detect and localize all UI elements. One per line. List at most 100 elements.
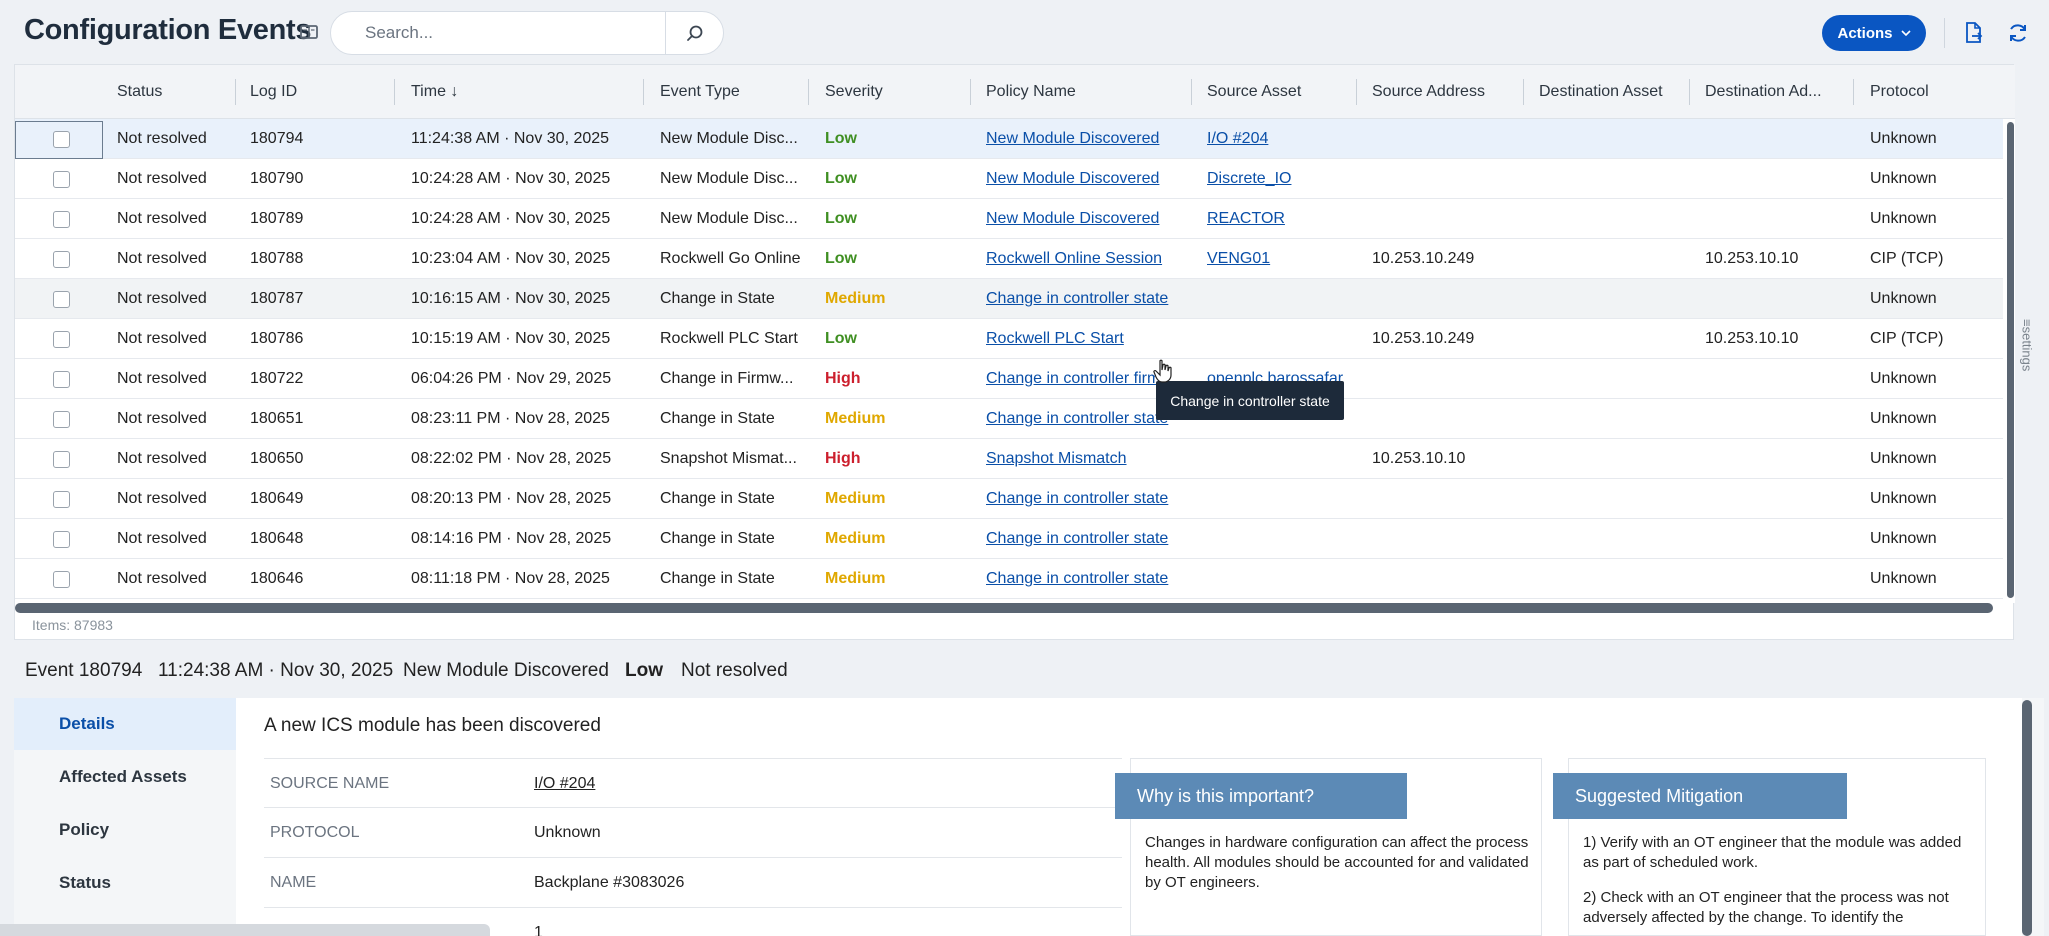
source-asset-link-wrapper — [1207, 439, 1349, 479]
status-cell-wrapper: Not resolved — [117, 239, 207, 279]
settings-tab[interactable]: ≡settings — [2019, 318, 2035, 372]
status-cell: Not resolved — [117, 210, 207, 227]
column-header-policy-name[interactable]: Policy Name — [986, 83, 1076, 100]
policy-link[interactable]: Snapshot Mismatch — [986, 450, 1127, 467]
refresh-icon[interactable] — [2005, 20, 2031, 46]
source-asset-link[interactable]: Discrete_IO — [1207, 170, 1292, 187]
severity-cell: Medium — [825, 490, 886, 507]
time-cell-wrapper: 11:24:38 AM · Nov 30, 2025 — [411, 119, 609, 159]
column-header-destination-asset[interactable]: Destination Asset — [1539, 83, 1663, 100]
table-row[interactable]: Not resolved 180788 10:23:04 AM · Nov 30, … — [15, 239, 2005, 279]
column-header-severity[interactable]: Severity — [825, 83, 883, 100]
event-type-cell: Change in State — [660, 410, 775, 427]
tab-policy[interactable]: Policy — [59, 820, 110, 839]
policy-link[interactable]: Change in controller state — [986, 410, 1169, 427]
column-divider[interactable] — [1689, 79, 1690, 105]
column-divider[interactable] — [1853, 79, 1854, 105]
table-row[interactable]: Not resolved 180651 08:23:11 PM · Nov 28, … — [15, 399, 2005, 439]
column-header-event-type[interactable]: Event Type — [660, 83, 740, 100]
column-header-log-id[interactable]: Log ID — [250, 83, 298, 100]
row-checkbox[interactable] — [53, 210, 70, 228]
column-header-status[interactable]: Status — [117, 83, 163, 100]
policy-link[interactable]: New Module Discovered — [986, 210, 1160, 227]
severity-cell: Low — [825, 330, 857, 347]
table-row[interactable]: Not resolved 180787 10:16:15 AM · Nov 30, … — [15, 279, 2005, 319]
policy-link[interactable]: Rockwell Online Session — [986, 250, 1163, 267]
row-checkbox[interactable] — [53, 490, 70, 508]
source-address-cell: 10.253.10.249 — [1372, 330, 1475, 347]
time-cell-wrapper: 08:22:02 PM · Nov 28, 2025 — [411, 439, 611, 479]
policy-link[interactable]: Change in controller state — [986, 490, 1169, 507]
column-header-protocol[interactable]: Protocol — [1870, 83, 1929, 100]
log-id-cell-wrapper: 180789 — [250, 199, 303, 239]
time-cell: 11:24:38 AM · Nov 30, 2025 — [411, 130, 610, 147]
column-divider[interactable] — [235, 79, 236, 105]
tab-status[interactable]: Status — [59, 873, 111, 892]
row-checkbox[interactable] — [53, 450, 70, 468]
row-select-cell — [53, 399, 70, 439]
table-row[interactable]: Not resolved 180794 11:24:38 AM · Nov 30, … — [15, 119, 2005, 159]
column-header-source-address[interactable]: Source Address — [1372, 83, 1485, 100]
row-checkbox[interactable] — [53, 570, 70, 588]
row-checkbox[interactable] — [53, 370, 70, 388]
tab-affected-assets[interactable]: Affected Assets — [59, 767, 187, 786]
table-row[interactable]: Not resolved 180786 10:15:19 AM · Nov 30, … — [15, 319, 2005, 359]
protocol-cell: Unknown — [1870, 130, 1937, 147]
actions-button[interactable]: Actions — [1822, 15, 1926, 51]
policy-link[interactable]: Change in controller state — [986, 570, 1169, 587]
book-icon[interactable] — [300, 24, 318, 40]
table-row[interactable]: Not resolved 180790 10:24:28 AM · Nov 30, … — [15, 159, 2005, 199]
detail-content: A new ICS module has been discovered SOU… — [236, 698, 2022, 936]
source-asset-link[interactable]: I/O #204 — [1207, 130, 1269, 147]
row-checkbox[interactable] — [53, 130, 70, 148]
table-row[interactable]: Not resolved 180646 08:11:18 PM · Nov 28, … — [15, 559, 2005, 599]
row-checkbox[interactable] — [53, 410, 70, 428]
column-divider[interactable] — [808, 79, 809, 105]
event-type-cell: New Module Disc... — [660, 210, 798, 227]
row-checkbox[interactable] — [53, 250, 70, 268]
column-header-source-asset[interactable]: Source Asset — [1207, 83, 1302, 100]
search-input[interactable] — [331, 12, 665, 54]
policy-link[interactable]: New Module Discovered — [986, 170, 1160, 187]
column-divider[interactable] — [1356, 79, 1357, 105]
time-cell: 10:24:28 AM · Nov 30, 2025 — [411, 210, 611, 227]
table-row[interactable]: Not resolved 180649 08:20:13 PM · Nov 28, … — [15, 479, 2005, 519]
column-header-time[interactable]: Time ↓ — [411, 83, 459, 100]
column-divider[interactable] — [394, 79, 395, 105]
detail-scrollbar[interactable] — [2022, 700, 2032, 936]
event-type-cell-wrapper: Change in Firmw... — [660, 359, 810, 399]
policy-link[interactable]: Rockwell PLC Start — [986, 330, 1124, 347]
policy-link[interactable]: Change in controller state — [986, 530, 1169, 547]
column-divider[interactable] — [1191, 79, 1192, 105]
tab-details[interactable]: Details — [14, 698, 236, 750]
log-id-cell-wrapper: 180722 — [250, 359, 303, 399]
column-divider[interactable] — [970, 79, 971, 105]
property-key: NAME — [270, 874, 317, 891]
row-checkbox[interactable] — [53, 530, 70, 548]
policy-link[interactable]: Change in controller state — [986, 290, 1169, 307]
source-asset-link[interactable]: VENG01 — [1207, 250, 1271, 267]
time-cell-wrapper: 08:23:11 PM · Nov 28, 2025 — [411, 399, 610, 439]
table-row[interactable]: Not resolved 180650 08:22:02 PM · Nov 28, … — [15, 439, 2005, 479]
table-row[interactable]: Not resolved 180648 08:14:16 PM · Nov 28, … — [15, 519, 2005, 559]
vertical-scrollbar[interactable] — [2007, 122, 2014, 598]
column-header-destination-address[interactable]: Destination Ad... — [1705, 83, 1822, 100]
row-checkbox[interactable] — [53, 170, 70, 188]
policy-link[interactable]: Change in controller firm... — [986, 370, 1174, 387]
log-id-cell-wrapper: 180651 — [250, 399, 303, 439]
severity-cell-wrapper: Low — [825, 119, 857, 159]
column-divider[interactable] — [643, 79, 644, 105]
destination-address-cell-wrapper: 10.253.10.10 — [1705, 319, 1798, 359]
policy-link[interactable]: New Module Discovered — [986, 130, 1160, 147]
row-checkbox[interactable] — [53, 290, 70, 308]
source-asset-link[interactable]: REACTOR — [1207, 210, 1285, 227]
source-name-link[interactable]: I/O #204 — [534, 775, 596, 792]
search-button[interactable] — [666, 12, 723, 54]
table-row[interactable]: Not resolved 180722 06:04:26 PM · Nov 29, … — [15, 359, 2005, 399]
event-type-cell-wrapper: New Module Disc... — [660, 119, 810, 159]
row-checkbox[interactable] — [53, 330, 70, 348]
export-icon[interactable] — [1960, 20, 1986, 46]
column-divider[interactable] — [1523, 79, 1524, 105]
table-row[interactable]: Not resolved 180789 10:24:28 AM · Nov 30, … — [15, 199, 2005, 239]
horizontal-scrollbar[interactable] — [15, 603, 1993, 613]
